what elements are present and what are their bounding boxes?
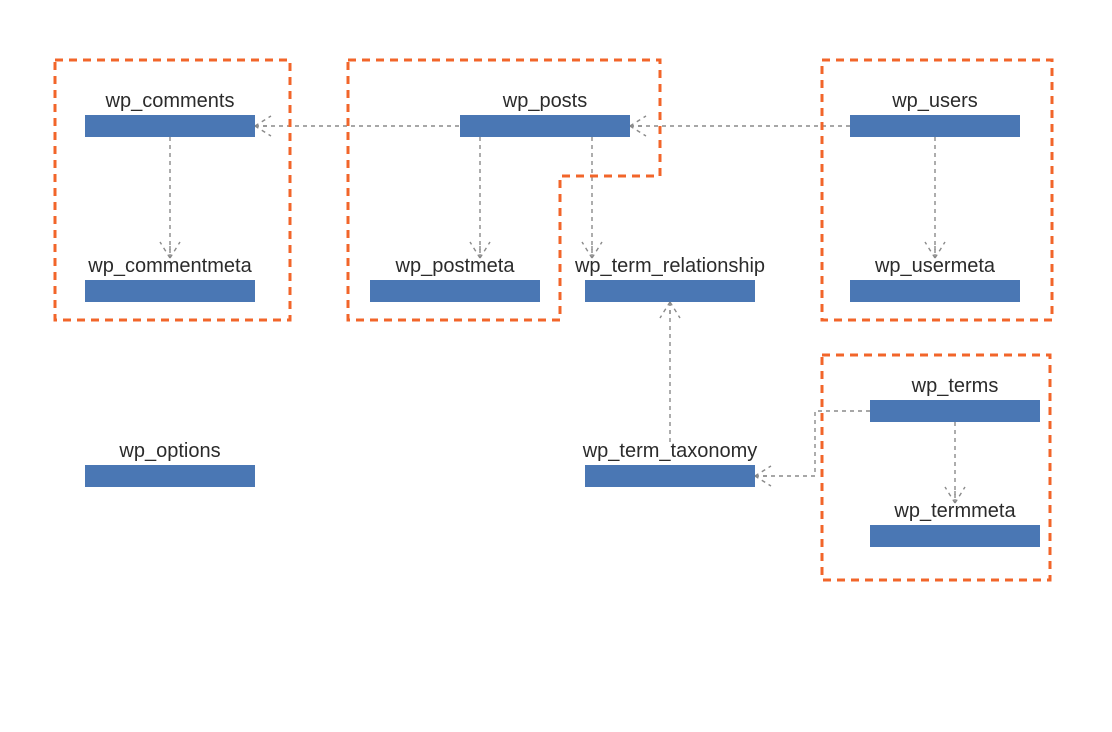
entity-label-wp_usermeta: wp_usermeta [874, 255, 996, 277]
entity-bar-wp_options [85, 465, 255, 487]
entity-label-wp_postmeta: wp_postmeta [395, 255, 516, 277]
entity-label-wp_terms: wp_terms [911, 375, 999, 397]
entity-bar-wp_posts [460, 115, 630, 137]
entity-label-wp_commentmeta: wp_commentmeta [87, 255, 252, 277]
entity-bar-wp_usermeta [850, 280, 1020, 302]
entity-bar-wp_term_taxonomy [585, 465, 755, 487]
entity-bar-wp_users [850, 115, 1020, 137]
entity-bar-wp_terms [870, 400, 1040, 422]
entity-bar-wp_commentmeta [85, 280, 255, 302]
er-diagram: wp_comments wp_commentmeta wp_posts wp_post… [0, 0, 1112, 732]
entity-bar-wp_comments [85, 115, 255, 137]
entity-label-wp_term_taxonomy: wp_term_taxonomy [582, 440, 758, 462]
entity-bar-wp_postmeta [370, 280, 540, 302]
entity-bar-wp_term_relationship [585, 280, 755, 302]
entity-label-wp_options: wp_options [118, 440, 220, 462]
entity-label-wp_term_relationship: wp_term_relationship [574, 255, 765, 277]
entity-label-wp_users: wp_users [891, 90, 978, 112]
entity-label-wp_posts: wp_posts [502, 90, 588, 112]
entity-label-wp_termmeta: wp_termmeta [893, 500, 1016, 522]
entity-bar-wp_termmeta [870, 525, 1040, 547]
entity-label-wp_comments: wp_comments [105, 90, 235, 112]
